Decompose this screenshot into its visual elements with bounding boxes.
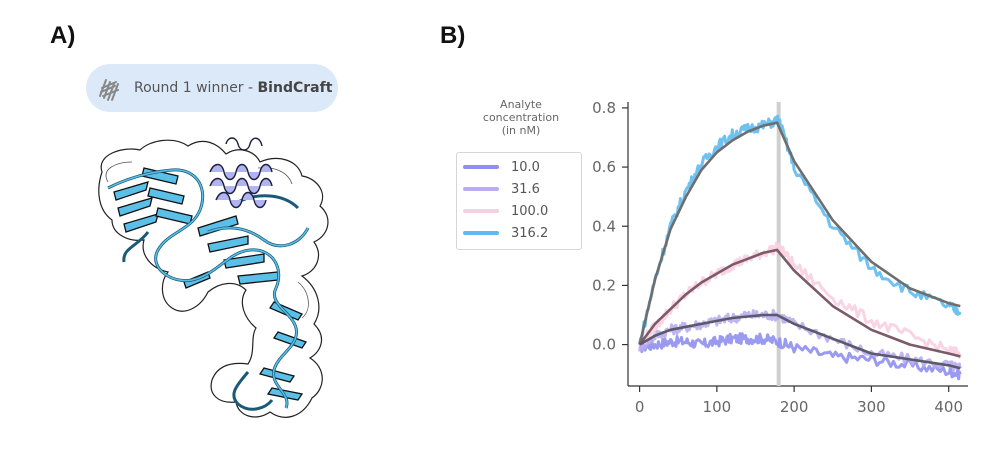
- fit-1-line: [638, 248, 961, 358]
- surface-outline: [98, 139, 329, 418]
- legend-swatch-2: [463, 209, 499, 213]
- winner-pill: Round 1 winner - BindCraft: [86, 64, 338, 112]
- y-tick-label: 0.4: [592, 217, 616, 235]
- winner-pill-text: Round 1 winner - BindCraft: [134, 80, 332, 96]
- y-tick-label: 0.8: [592, 99, 616, 117]
- protein-structure-image: [98, 137, 329, 418]
- legend-title: Analyte concentration (in nM): [466, 98, 576, 137]
- binder-helices: [209, 137, 273, 209]
- y-tick-label: 0.0: [592, 336, 616, 354]
- fit-0-line: [638, 121, 961, 345]
- legend-swatch-3: [463, 231, 499, 235]
- target-loops-inner: [107, 169, 309, 409]
- x-tick-label: 400: [934, 398, 963, 416]
- panel-label-a: A): [50, 22, 76, 49]
- x-tick-label: 200: [780, 398, 809, 416]
- fit-2-line: [638, 313, 961, 370]
- y-tick-label: 0.6: [592, 158, 616, 176]
- x-tick-label: 300: [857, 398, 886, 416]
- legend-swatch-1: [463, 187, 499, 191]
- legend-label-2: 100.0: [511, 203, 549, 219]
- legend-title-line-2: concentration: [482, 111, 560, 124]
- y-tick-label: 0.2: [592, 276, 616, 294]
- winner-pill-method: BindCraft: [257, 80, 333, 96]
- winner-pill-prefix: Round 1 winner -: [134, 80, 258, 96]
- x-tick-label: 100: [703, 398, 732, 416]
- legend: 10.0 31.6 100.0 316.2: [456, 152, 582, 250]
- legend-label-0: 10.0: [511, 159, 540, 175]
- series-0-line: [638, 332, 962, 381]
- legend-item-3: 316.2: [463, 223, 548, 243]
- series-3-line: [638, 114, 962, 344]
- legend-item-1: 31.6: [463, 179, 540, 199]
- legend-item-2: 100.0: [463, 201, 548, 221]
- binding-kinetics-chart: 0.0 0.2 0.4 0.6 0.8 0 100 200 300 400: [592, 99, 968, 416]
- legend-label-1: 31.6: [511, 181, 540, 197]
- helix-bundle-icon: [99, 79, 119, 101]
- legend-item-0: 10.0: [463, 157, 540, 177]
- x-tick-label: 0: [635, 398, 645, 416]
- panel-label-b: B): [440, 22, 466, 49]
- legend-title-line-3: (in nM): [501, 124, 541, 137]
- legend-label-3: 316.2: [511, 225, 549, 241]
- legend-swatch-0: [463, 165, 499, 169]
- legend-title-line-1: Analyte: [500, 98, 542, 111]
